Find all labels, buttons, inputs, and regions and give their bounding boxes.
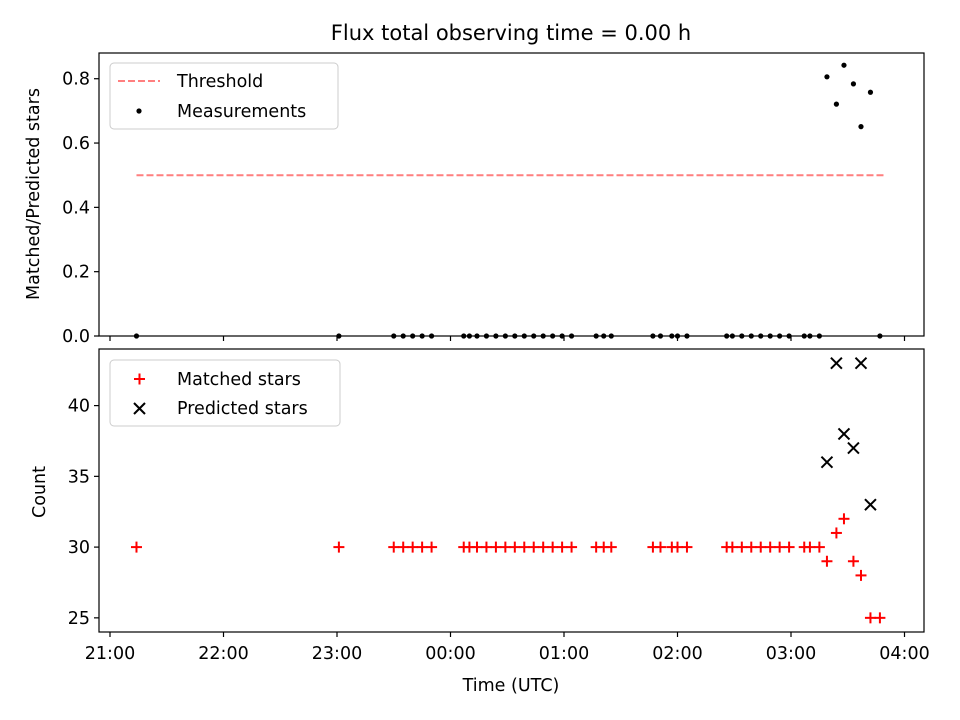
matched-star-marker bbox=[407, 541, 419, 553]
matched-star-marker bbox=[855, 569, 867, 581]
legend-measurements-swatch bbox=[136, 108, 142, 114]
ratio-axes-frame bbox=[98, 52, 925, 337]
y-tick-label-1-0: 25 bbox=[68, 609, 90, 629]
ratio-legend: Threshold Measurements bbox=[109, 62, 339, 130]
matched-star-marker bbox=[509, 541, 521, 553]
legend-threshold-label: Threshold bbox=[176, 72, 263, 92]
matched-star-marker bbox=[605, 541, 617, 553]
matched-star-marker bbox=[874, 612, 886, 624]
matched-star-marker bbox=[480, 541, 492, 553]
y-tick-label-0-1: 0.2 bbox=[62, 263, 90, 283]
matched-star-marker bbox=[333, 541, 345, 553]
y-axis-label-ratio: Matched/Predicted stars bbox=[24, 88, 44, 300]
count-axis-ticks: 25 30 35 40 21:00 22:00 23:00 00:00 01:00 02:00 03… bbox=[68, 397, 930, 664]
matched-star-marker bbox=[804, 541, 816, 553]
measurement-point bbox=[824, 74, 830, 80]
count-legend: Matched stars Predicted stars bbox=[109, 359, 341, 427]
matched-star-marker bbox=[490, 541, 502, 553]
matched-star-marker bbox=[830, 527, 842, 539]
ratio-legend-box bbox=[109, 62, 339, 130]
legend-predicted-swatch bbox=[133, 402, 146, 415]
matched-star-marker bbox=[416, 541, 428, 553]
x-tick-label-1: 22:00 bbox=[198, 644, 248, 664]
matched-star-marker bbox=[847, 555, 859, 567]
count-panel: Count Time (UTC) 25 30 35 40 21:00 22:00 23:00… bbox=[30, 348, 930, 696]
y-tick-label-1-2: 35 bbox=[68, 467, 90, 487]
chart-title: Flux total observing time = 0.00 h bbox=[331, 21, 691, 45]
x-tick-label-3: 00:00 bbox=[425, 644, 475, 664]
measurement-point bbox=[858, 124, 864, 130]
predicted-star-marker bbox=[830, 356, 843, 370]
matched-star-marker bbox=[566, 541, 578, 553]
ratio-panel: Flux total observing time = 0.00 h Match… bbox=[24, 21, 925, 347]
y-tick-label-0-2: 0.4 bbox=[62, 198, 90, 218]
y-tick-label-0-0: 0.0 bbox=[62, 327, 90, 347]
predicted-star-marker bbox=[847, 441, 860, 455]
matched-star-marker bbox=[388, 541, 400, 553]
matched-star-marker bbox=[547, 541, 559, 553]
matched-star-marker bbox=[556, 541, 568, 553]
ratio-axis-ticks: 0.0 0.2 0.4 0.6 0.8 bbox=[62, 70, 906, 347]
matched-star-marker bbox=[774, 541, 786, 553]
y-tick-label-0-3: 0.6 bbox=[62, 134, 90, 154]
x-tick-label-6: 03:00 bbox=[766, 644, 816, 664]
x-tick-label-4: 01:00 bbox=[539, 644, 589, 664]
matched-star-marker bbox=[755, 541, 767, 553]
matched-star-marker bbox=[864, 612, 876, 624]
matched-star-marker bbox=[471, 541, 483, 553]
predicted-star-marker bbox=[864, 498, 877, 511]
x-axis-label: Time (UTC) bbox=[462, 676, 560, 696]
matched-star-marker bbox=[764, 541, 776, 553]
count-legend-box bbox=[109, 359, 341, 427]
x-tick-label-2: 23:00 bbox=[312, 644, 362, 664]
matched-star-marker bbox=[130, 541, 142, 553]
x-tick-label-0: 21:00 bbox=[85, 644, 135, 664]
matched-star-marker bbox=[426, 541, 438, 553]
matched-star-marker bbox=[499, 541, 511, 553]
legend-predicted-label: Predicted stars bbox=[177, 399, 308, 419]
matched-star-marker bbox=[654, 541, 666, 553]
measurement-point bbox=[867, 89, 874, 95]
matched-star-marker bbox=[736, 541, 748, 553]
matched-star-marker bbox=[783, 541, 795, 553]
y-tick-label-0-4: 0.8 bbox=[62, 70, 90, 90]
count-axes-frame bbox=[98, 348, 925, 633]
matched-star-marker bbox=[726, 541, 738, 553]
matched-star-marker bbox=[838, 513, 850, 525]
matched-star-marker bbox=[745, 541, 757, 553]
predicted-star-marker bbox=[837, 427, 851, 441]
measurement-point bbox=[833, 101, 840, 107]
matched-star-marker bbox=[813, 541, 825, 553]
predicted-star-marker bbox=[820, 455, 834, 469]
matched-star-marker bbox=[681, 541, 693, 553]
measurement-point bbox=[850, 81, 857, 87]
legend-matched-label: Matched stars bbox=[177, 370, 301, 390]
y-tick-label-1-3: 40 bbox=[68, 397, 90, 417]
matched-star-marker bbox=[518, 541, 530, 553]
y-tick-label-1-1: 30 bbox=[68, 538, 90, 558]
measurement-point bbox=[841, 62, 847, 68]
legend-matched-swatch bbox=[134, 373, 145, 385]
x-tick-label-7: 04:00 bbox=[879, 644, 929, 664]
y-axis-label-count: Count bbox=[30, 466, 50, 518]
matched-star-marker bbox=[537, 541, 549, 553]
x-tick-label-5: 02:00 bbox=[652, 644, 702, 664]
matched-star-marker bbox=[821, 555, 833, 567]
matched-star-marker bbox=[672, 541, 683, 553]
predicted-star-marker bbox=[854, 356, 868, 370]
matched-star-marker bbox=[397, 541, 409, 553]
legend-measurements-label: Measurements bbox=[177, 102, 306, 122]
count-data-layer bbox=[130, 356, 886, 624]
matched-star-marker bbox=[528, 541, 540, 553]
